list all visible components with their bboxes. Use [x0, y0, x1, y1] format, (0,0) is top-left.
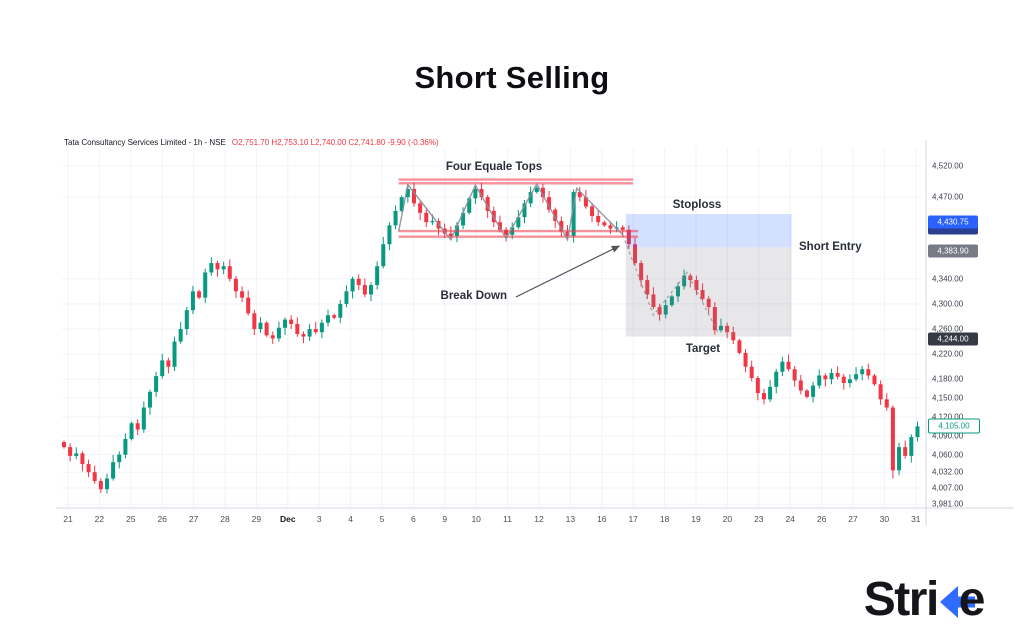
page-title: Short Selling	[414, 60, 610, 95]
time-tick-label: 16	[597, 514, 607, 524]
time-tick-label: 23	[754, 514, 764, 524]
logo-text-pre: Stri	[863, 573, 940, 626]
time-tick-label: 31	[911, 514, 921, 524]
time-tick-label: 11	[503, 514, 513, 524]
price-tick-label: 4,520.00	[932, 161, 964, 171]
time-tick-label: 28	[220, 514, 230, 524]
time-tick-label: 9	[442, 514, 448, 524]
break-down-label: Break Down	[440, 290, 507, 302]
time-tick-label: 6	[411, 514, 416, 524]
time-tick-label: 26	[816, 514, 827, 524]
time-tick-label: 24	[785, 514, 795, 524]
strike-logo: Stri e	[863, 573, 986, 626]
ohlc-values: O2,751.70 H2,753.10 L2,740.00 C2,741.80 …	[231, 138, 439, 147]
time-tick-label: 12	[534, 514, 544, 524]
time-tick-label: 25	[126, 514, 136, 524]
target-label: Target	[685, 343, 721, 355]
price-tick-label: 4,180.00	[932, 374, 964, 384]
target-price-badge: 4,244.00	[928, 332, 978, 346]
time-tick-label: 26	[157, 514, 167, 524]
time-tick-label: 27	[848, 514, 858, 524]
time-tick-label: 18	[659, 514, 670, 524]
logo-text-post: e	[958, 573, 986, 626]
entry-price-badge: 4,383.90	[928, 244, 978, 258]
time-tick-label: 21	[63, 514, 73, 524]
symbol-info: Tata Consultancy Services Limited - 1h -…	[64, 138, 226, 147]
price-tick-label: 4,220.00	[932, 349, 964, 359]
price-tick-label: 4,150.00	[932, 393, 964, 403]
price-tick-label: 4,120.00	[932, 412, 964, 422]
price-tick-label: 4,090.00	[932, 431, 964, 441]
time-tick-label: 20	[722, 514, 733, 524]
time-tick-label: 13	[565, 514, 576, 524]
time-tick-label: 29	[251, 514, 262, 524]
logo-arrow-icon	[939, 586, 975, 618]
four-equal-tops-label: Four Equale Tops	[445, 161, 543, 173]
stoploss-label: Stoploss	[672, 199, 722, 211]
time-tick-label: 5	[379, 514, 385, 524]
last-price-badge: 4,105.00	[928, 418, 980, 434]
price-tick-label: 4,340.00	[932, 274, 964, 284]
time-tick-label: 10	[471, 514, 481, 524]
stoploss-zone	[625, 214, 792, 248]
time-tick-label: 30	[879, 514, 890, 524]
price-tick-label: 4,007.00	[932, 483, 964, 493]
target-zone	[625, 247, 792, 337]
time-tick-label: 27	[188, 514, 199, 524]
chart-header[interactable]: Tata Consultancy Services Limited - 1h -…	[64, 138, 439, 147]
price-tick-label: 4,032.00	[932, 467, 964, 477]
time-tick-label: Dec	[280, 514, 296, 524]
price-tick-label: 4,470.00	[932, 192, 964, 202]
short-entry-label: Short Entry	[799, 241, 862, 253]
time-tick-label: 3	[316, 514, 322, 524]
time-tick-label: 19	[691, 514, 701, 524]
price-tick-label: 3,981.00	[932, 499, 964, 509]
time-tick-label: 22	[94, 514, 105, 524]
time-tick-label: 4	[348, 514, 353, 524]
price-tick-label: 4,300.00	[932, 299, 964, 309]
price-tick-label: 4,060.00	[932, 450, 964, 460]
price-tick-label: 4,260.00	[932, 324, 964, 334]
time-tick-label: 17	[628, 514, 638, 524]
stoploss-price-badge: 4,430.75	[928, 215, 978, 229]
